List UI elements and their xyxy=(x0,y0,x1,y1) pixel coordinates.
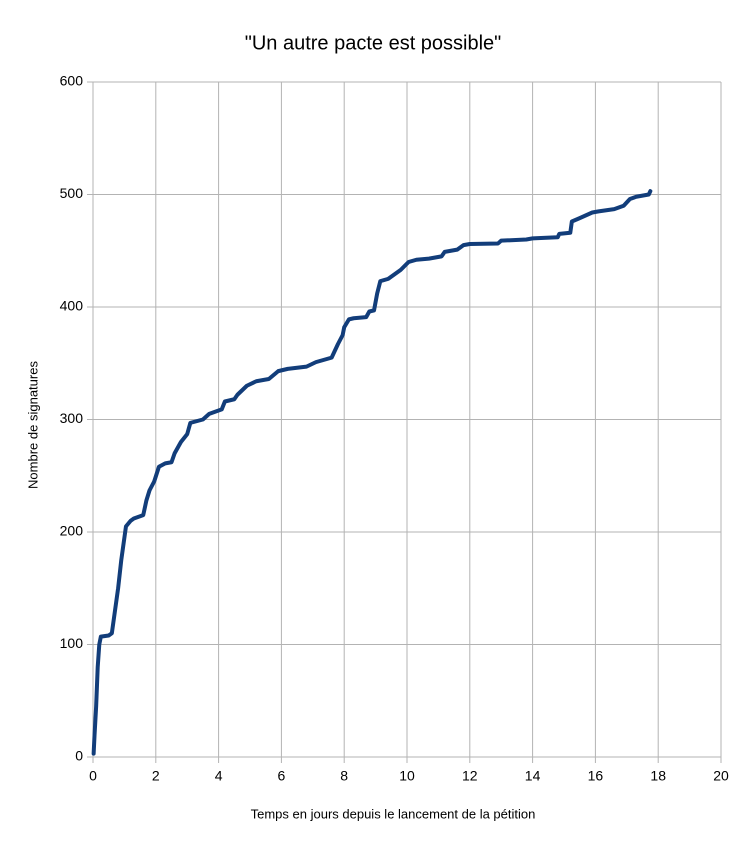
x-tick-label: 8 xyxy=(340,768,348,784)
y-tick-label: 400 xyxy=(60,298,84,314)
x-tick-label: 14 xyxy=(525,768,541,784)
x-tick-label: 2 xyxy=(152,768,160,784)
x-tick-label: 20 xyxy=(713,768,729,784)
y-axis-label: Nombre de signatures xyxy=(25,361,40,489)
chart-title: "Un autre pacte est possible" xyxy=(245,32,502,54)
y-tick-label: 200 xyxy=(60,523,84,539)
y-tick-label: 100 xyxy=(60,635,84,651)
x-tick-label: 16 xyxy=(588,768,604,784)
y-tick-label: 300 xyxy=(60,410,84,426)
x-tick-label: 0 xyxy=(89,768,97,784)
x-tick-label: 10 xyxy=(399,768,415,784)
x-axis-label: Temps en jours depuis le lancement de la… xyxy=(251,806,536,821)
data-line xyxy=(91,189,653,756)
y-tick-label: 600 xyxy=(60,73,84,89)
x-tick-label: 12 xyxy=(462,768,478,784)
x-tick-label: 6 xyxy=(278,768,286,784)
y-tick-label: 500 xyxy=(60,185,84,201)
x-tick-label: 4 xyxy=(215,768,223,784)
x-tick-label: 18 xyxy=(650,768,666,784)
y-tick-label: 0 xyxy=(75,748,83,764)
